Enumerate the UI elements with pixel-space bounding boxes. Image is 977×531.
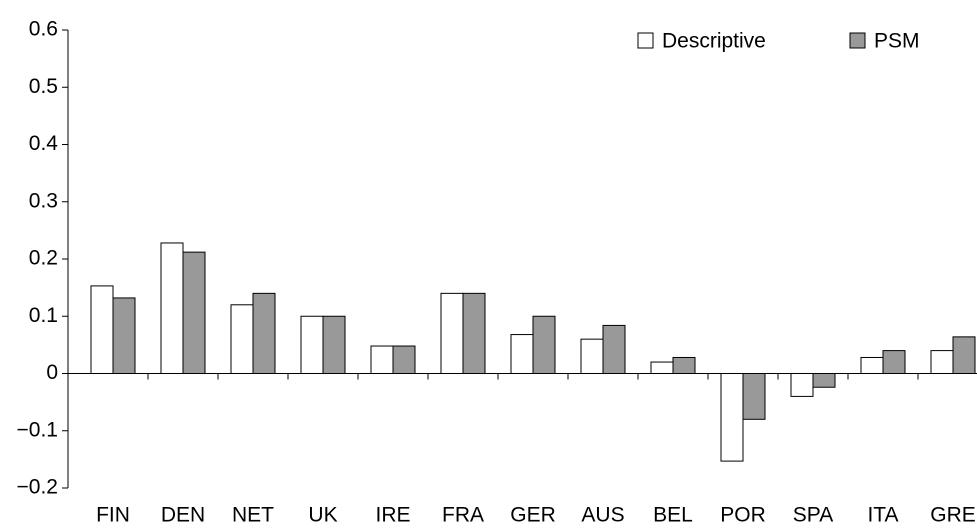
bar bbox=[742, 373, 766, 420]
bar bbox=[440, 292, 464, 375]
bar bbox=[672, 356, 696, 375]
bar bbox=[112, 297, 136, 374]
bar bbox=[580, 338, 604, 374]
legend-swatch bbox=[637, 32, 654, 49]
bar bbox=[650, 361, 674, 374]
bar bbox=[720, 373, 744, 462]
legend-label: Descriptive bbox=[662, 30, 766, 53]
x-tick-label: NET bbox=[232, 504, 274, 527]
bar bbox=[322, 315, 346, 374]
bar bbox=[952, 336, 976, 374]
bar bbox=[812, 373, 836, 388]
bar bbox=[182, 251, 206, 375]
x-tick-label: BEL bbox=[653, 504, 693, 527]
legend-label: PSM bbox=[874, 30, 920, 53]
bar bbox=[602, 324, 626, 375]
bar bbox=[790, 373, 814, 397]
bar bbox=[370, 345, 394, 374]
x-tick-label: UK bbox=[308, 504, 337, 527]
y-tick-label: 0.3 bbox=[29, 189, 58, 212]
bar bbox=[300, 315, 324, 374]
bar bbox=[882, 350, 906, 375]
bar bbox=[510, 334, 534, 375]
y-tick-label: 0.2 bbox=[29, 247, 58, 270]
x-tick-label: GRE bbox=[930, 504, 976, 527]
bar bbox=[230, 304, 254, 374]
y-tick-label: 0.6 bbox=[29, 18, 58, 41]
bar bbox=[90, 285, 114, 374]
x-tick-label: GER bbox=[510, 504, 556, 527]
x-tick-label: FRA bbox=[442, 504, 484, 527]
y-tick-label: 0.1 bbox=[29, 304, 58, 327]
y-tick-label: 0.4 bbox=[29, 132, 59, 155]
legend-swatch bbox=[849, 32, 866, 49]
bar bbox=[462, 292, 486, 375]
x-tick-label: SPA bbox=[793, 504, 833, 527]
y-tick-label: −0.2 bbox=[17, 476, 58, 499]
bar bbox=[252, 292, 276, 375]
bar bbox=[930, 350, 954, 375]
x-tick-label: POR bbox=[720, 504, 766, 527]
bar bbox=[160, 242, 184, 374]
x-tick-label: AUS bbox=[581, 504, 624, 527]
y-tick-label: −0.1 bbox=[17, 418, 58, 441]
bar bbox=[532, 315, 556, 374]
x-tick-label: FIN bbox=[96, 504, 130, 527]
y-tick-label: 0.5 bbox=[29, 75, 58, 98]
bar bbox=[392, 345, 416, 374]
bar bbox=[860, 356, 884, 375]
y-tick-label: 0 bbox=[46, 361, 58, 384]
x-tick-label: IRE bbox=[375, 504, 410, 527]
x-tick-label: ITA bbox=[867, 504, 898, 527]
x-tick-label: DEN bbox=[161, 504, 205, 527]
